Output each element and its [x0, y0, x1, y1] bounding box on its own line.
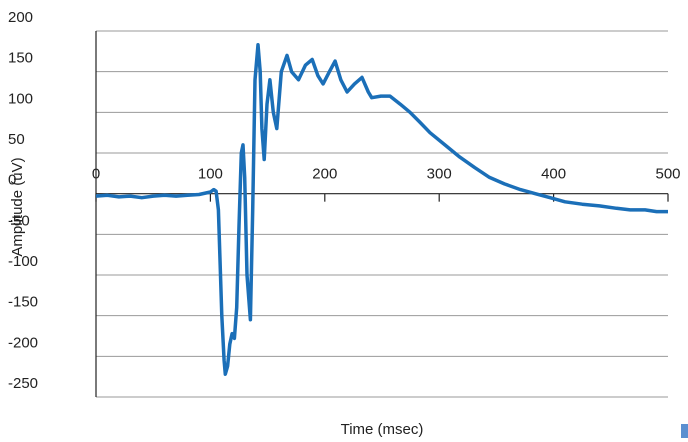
x-tick-label: 0: [92, 166, 100, 183]
y-tick-label: 50: [8, 131, 25, 148]
y-tick-label: -100: [8, 253, 38, 270]
x-tick-label: 400: [541, 166, 566, 183]
legend-swatch: [681, 424, 688, 438]
y-tick-label: 0: [8, 172, 16, 189]
y-axis-label: Amplitude (uV): [9, 157, 26, 256]
y-tick-label: -250: [8, 375, 38, 392]
x-axis-label: Time (msec): [341, 421, 424, 438]
y-tick-label: 200: [8, 9, 33, 26]
y-tick-label: -200: [8, 334, 38, 351]
y-tick-label: 150: [8, 50, 33, 67]
y-tick-label: -50: [8, 212, 30, 229]
x-tick-label: 100: [198, 166, 223, 183]
x-tick-label: 300: [427, 166, 452, 183]
y-tick-label: -150: [8, 294, 38, 311]
x-tick-label: 200: [312, 166, 337, 183]
x-tick-label: 500: [655, 166, 680, 183]
y-tick-label: 100: [8, 90, 33, 107]
data-line: [95, 43, 668, 376]
